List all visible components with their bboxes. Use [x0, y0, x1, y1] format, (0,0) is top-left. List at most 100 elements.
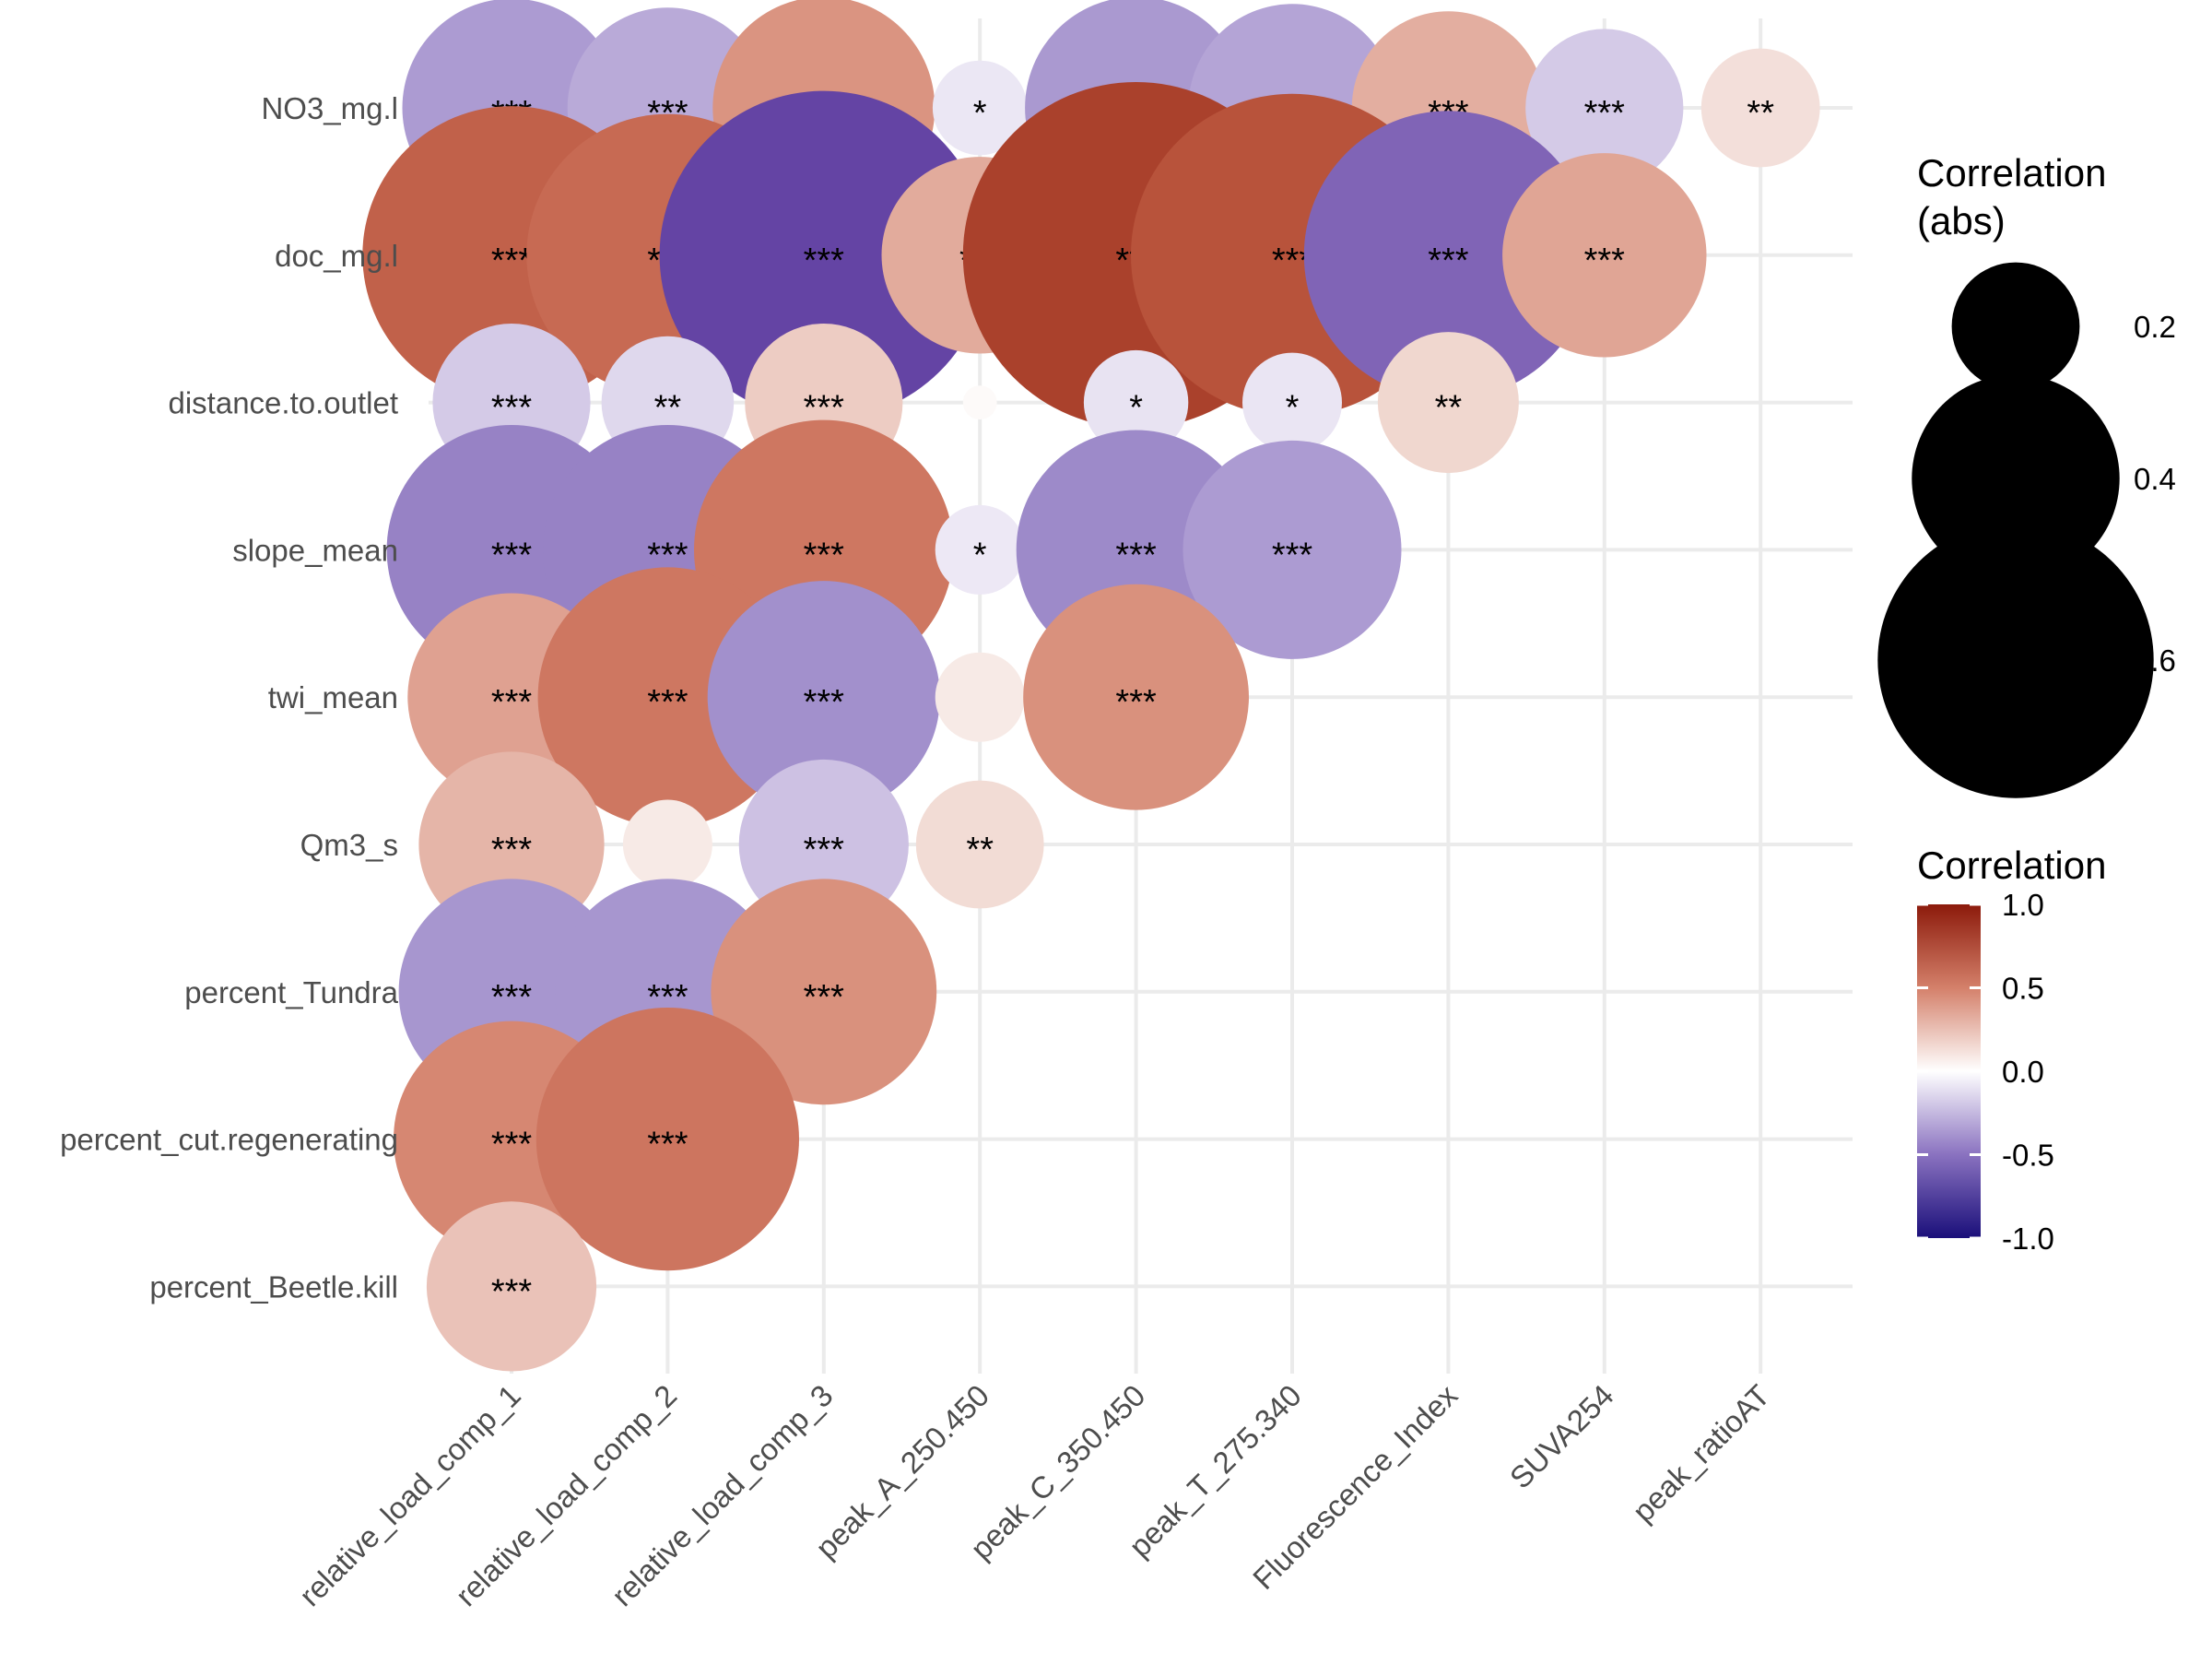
significance-label: ***	[491, 242, 533, 280]
correlation-cell: ***	[1182, 440, 1402, 659]
correlation-cell: ***	[426, 1201, 597, 1372]
correlation-bubble	[1083, 349, 1189, 455]
correlation-bubble	[535, 1008, 800, 1271]
correlation-bubble	[962, 385, 997, 419]
y-tick-label: slope_mean	[232, 533, 398, 567]
x-tick-label: peak_A_250.450	[809, 1378, 996, 1565]
correlation-cell: ***	[1502, 153, 1707, 358]
correlation-bubble	[426, 1201, 597, 1372]
correlation-cell: **	[1700, 48, 1820, 168]
size-legend-label: 0.2	[2134, 310, 2176, 344]
significance-label: ***	[1584, 242, 1626, 280]
significance-label: ***	[647, 1126, 688, 1164]
y-tick-label: Qm3_s	[300, 828, 398, 862]
correlation-bubble	[1502, 153, 1707, 358]
correlation-cell	[962, 385, 997, 419]
significance-label: ***	[804, 831, 845, 869]
bubble-points: *** * *** ***** *** *** *** ****** ** *** * * ***** *…	[362, 0, 1820, 1372]
significance-label: **	[966, 831, 994, 869]
significance-label: ***	[1584, 94, 1626, 133]
correlation-bubble	[1303, 111, 1593, 400]
color-bar-label: 0.0	[2002, 1055, 2044, 1089]
correlation-bubble	[1525, 29, 1684, 187]
correlation-cell: ***	[1303, 111, 1593, 400]
correlation-cell: ***	[711, 879, 937, 1105]
correlation-cell: ***	[659, 90, 988, 420]
size-legend-title: Correlation	[1917, 151, 2106, 195]
significance-label: *	[1286, 389, 1300, 428]
correlation-bubble	[659, 90, 988, 420]
significance-label: *	[1129, 389, 1143, 428]
y-tick-label: percent_Beetle.kill	[149, 1269, 398, 1304]
x-tick-label: peak_ratioAT	[1626, 1378, 1776, 1528]
significance-label: *	[973, 536, 987, 574]
significance-label: ***	[491, 978, 533, 1017]
correlation-cell: ***	[535, 1008, 800, 1271]
correlation-cell: ***	[1023, 584, 1249, 810]
correlation-bubble	[935, 504, 1025, 595]
significance-label: ***	[804, 683, 845, 722]
size-legend-key	[1951, 262, 2080, 391]
significance-label: **	[654, 389, 682, 428]
significance-label: ***	[491, 389, 533, 428]
correlation-bubble	[738, 759, 909, 930]
correlation-cell: **	[915, 780, 1044, 909]
significance-label: ***	[491, 683, 533, 722]
color-bar-label: 1.0	[2002, 888, 2044, 922]
y-tick-label: percent_Tundra	[184, 975, 398, 1009]
y-tick-label: twi_mean	[268, 680, 398, 714]
significance-label: **	[1435, 389, 1463, 428]
correlation-bubble	[935, 652, 1025, 742]
correlation-bubble	[1377, 332, 1519, 474]
correlation-cell	[935, 652, 1025, 742]
correlation-bubble	[1023, 584, 1249, 810]
x-tick-label: SUVA254	[1503, 1378, 1620, 1495]
significance-label: ***	[804, 242, 845, 280]
correlation-bubble	[915, 780, 1044, 909]
significance-label: **	[1747, 94, 1774, 133]
significance-label: ***	[1272, 536, 1313, 574]
significance-label: *	[973, 94, 987, 133]
significance-label: ***	[804, 536, 845, 574]
correlation-bubble	[622, 799, 712, 890]
correlation-cell: ***	[738, 759, 909, 930]
correlation-cell: *	[932, 60, 1028, 156]
size-legend-key	[1877, 522, 2154, 798]
correlation-cell: *	[1242, 352, 1342, 453]
correlation-bubble	[1242, 352, 1342, 453]
correlation-bubble	[1700, 48, 1820, 168]
correlation-bubble	[711, 879, 937, 1105]
y-tick-label: percent_cut.regenerating	[60, 1123, 398, 1157]
correlation-bubble	[1182, 440, 1402, 659]
correlation-cell	[622, 799, 712, 890]
significance-label: ***	[1115, 536, 1157, 574]
y-tick-label: distance.to.outlet	[169, 386, 399, 420]
y-tick-label: doc_mg.l	[275, 239, 398, 273]
size-legend-label: 0.6	[2134, 643, 2176, 678]
size-legend: Correlation(abs) 0.2 0.4 0.6	[1877, 151, 2176, 798]
significance-label: ***	[1428, 242, 1469, 280]
correlation-bubble	[707, 581, 940, 814]
significance-label: ***	[491, 536, 533, 574]
color-bar-label: 0.5	[2002, 972, 2044, 1006]
significance-label: ***	[804, 978, 845, 1017]
correlation-cell: ***	[707, 581, 940, 814]
significance-label: ***	[491, 1272, 533, 1311]
significance-label: ***	[491, 831, 533, 869]
size-legend-title: (abs)	[1917, 199, 2006, 242]
x-tick-label: peak_T_275.340	[1123, 1378, 1308, 1564]
significance-label: ***	[647, 683, 688, 722]
color-bar-label: -0.5	[2002, 1139, 2054, 1173]
correlation-cell: **	[1377, 332, 1519, 474]
significance-label: ***	[491, 1126, 533, 1164]
y-tick-label: NO3_mg.l	[261, 91, 398, 125]
size-legend-label: 0.4	[2134, 462, 2176, 496]
correlation-bubble	[932, 60, 1028, 156]
size-legend-key	[1912, 374, 2120, 583]
correlation-cell: *	[1083, 349, 1189, 455]
significance-label: ***	[1115, 683, 1157, 722]
